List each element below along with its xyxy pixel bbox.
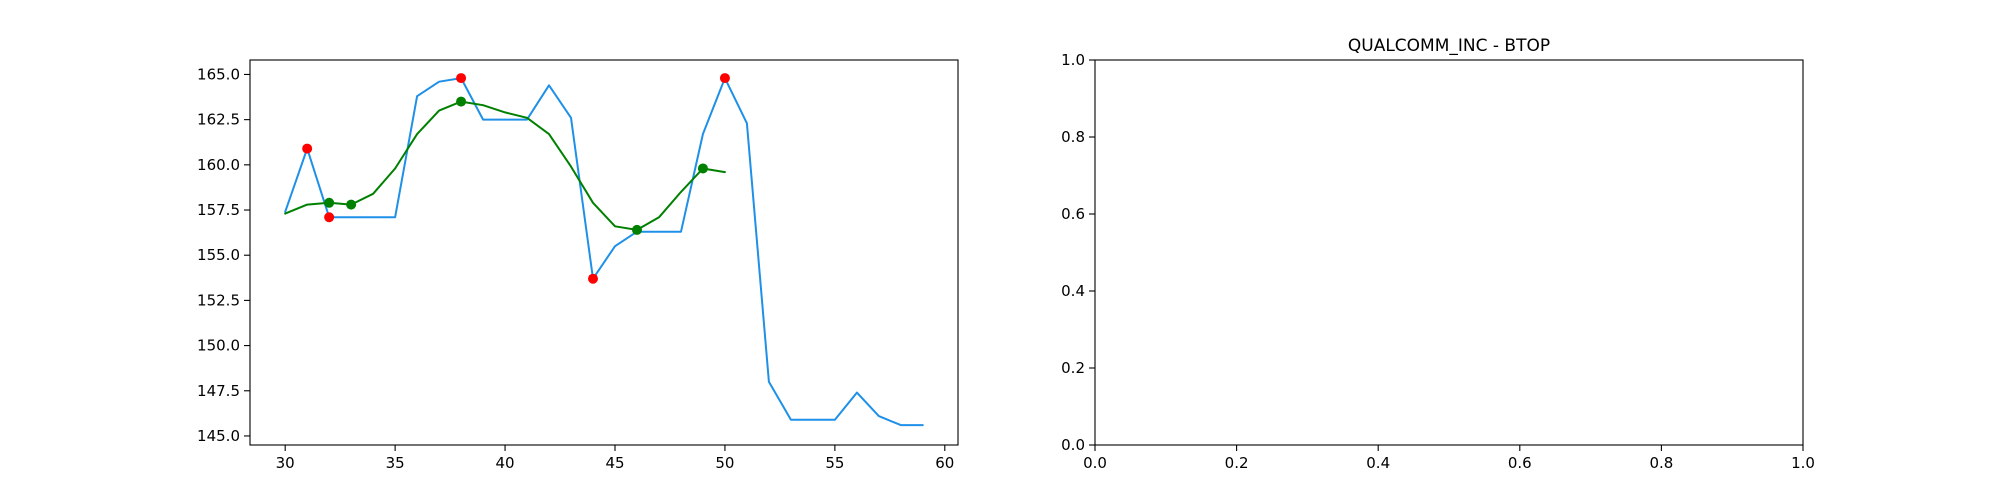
x-tick-label: 35 [386,454,405,472]
x-tick-label: 0.2 [1225,454,1249,472]
y-tick-label: 0.2 [1061,359,1085,377]
scatter-point [456,73,467,84]
x-tick-label: 0.0 [1083,454,1107,472]
y-tick-label: 155.0 [197,246,240,264]
x-tick-label: 0.8 [1649,454,1673,472]
series-line-0 [284,77,924,427]
chart-title: QUALCOMM_INC - BTOP [1348,36,1550,56]
left-chart: 30 35 40 45 50 55 60 145.0 147.5 150.0 152.5 155.0 1… [197,59,959,472]
y-tick-label: 0.4 [1061,282,1085,300]
y-tick-label: 0.8 [1061,128,1085,146]
y-tick-label: 0.0 [1061,436,1085,454]
series-line-1 [284,100,726,231]
y-tick-label: 157.5 [197,201,240,219]
scatter-point [456,96,467,107]
x-tick-label: 45 [605,454,624,472]
plot-frame [249,59,959,446]
x-tick-label: 0.6 [1508,454,1532,472]
scatter-point [697,163,708,174]
right-chart: 0.0 0.2 0.4 0.6 0.8 1.0 0.0 0.2 0.4 0.6 0.8 1.0 QUAL… [1061,36,1815,472]
y-tick-label: 152.5 [197,291,240,309]
y-tick-label: 165.0 [197,65,240,83]
y-tick-label: 150.0 [197,337,240,355]
x-tick-label: 55 [825,454,844,472]
y-tick-label: 145.0 [197,427,240,445]
x-tick-label: 1.0 [1791,454,1815,472]
y-tick-label: 1.0 [1061,51,1085,69]
scatter-point [324,197,335,208]
x-tick-label: 40 [496,454,515,472]
scatter-point [302,143,313,154]
scatter-point [588,273,599,284]
x-tick-label: 0.4 [1366,454,1390,472]
scatter-point [324,212,335,223]
x-tick-label: 30 [276,454,295,472]
scatter-point [346,199,357,210]
scatter-point [631,224,642,235]
x-tick-label: 50 [715,454,734,472]
y-tick-label: 162.5 [197,111,240,129]
x-tick-label: 60 [935,454,954,472]
y-tick-label: 0.6 [1061,205,1085,223]
plot-frame [1094,59,1804,446]
y-tick-label: 160.0 [197,156,240,174]
y-tick-label: 147.5 [197,382,240,400]
scatter-point [719,73,730,84]
